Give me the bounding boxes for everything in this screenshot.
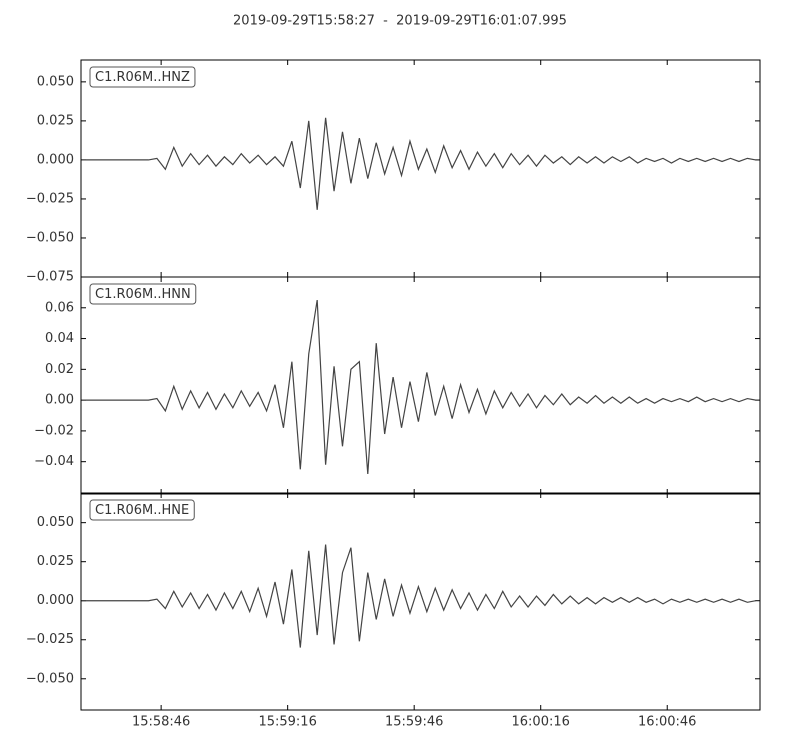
waveform [81,299,756,475]
y-tick-label: −0.050 [26,671,74,686]
y-tick-label: 0.04 [45,331,74,346]
y-tick-label: −0.02 [34,423,74,438]
y-tick-label: −0.050 [26,230,74,245]
x-tick-label: 16:00:46 [638,715,696,730]
panel-frame [80,492,761,711]
chart-title: 2019-09-29T15:58:27 - 2019-09-29T16:01:0… [233,14,567,29]
y-tick-label: −0.075 [26,270,74,285]
y-tick-label: 0.000 [37,593,74,608]
x-tick-label: 15:59:46 [385,715,443,730]
y-tick-label: 0.025 [37,554,74,569]
waveform [81,544,756,648]
waveform [81,117,756,210]
y-tick-label: −0.04 [34,454,74,469]
trace-label-box [89,283,197,305]
trace-label-box [89,499,195,521]
y-tick-label: −0.025 [26,632,74,647]
trace-label: C1.R06M..HNE [95,503,189,518]
x-tick-label: 15:59:16 [258,715,316,730]
y-tick-label: 0.00 [45,393,74,408]
x-tick-label: 16:00:16 [512,715,570,730]
trace-label-box [89,66,196,88]
y-tick-label: 0.025 [37,113,74,128]
trace-label: C1.R06M..HNZ [95,70,190,85]
y-tick-label: 0.050 [37,74,74,89]
trace-label: C1.R06M..HNN [95,287,191,302]
y-tick-label: 0.02 [45,362,74,377]
y-tick-label: 0.050 [37,515,74,530]
x-tick-label: 15:58:46 [132,715,190,730]
y-tick-label: 0.06 [45,300,74,315]
y-tick-label: 0.000 [37,152,74,167]
y-tick-label: −0.025 [26,191,74,206]
panel-frame [80,276,761,495]
